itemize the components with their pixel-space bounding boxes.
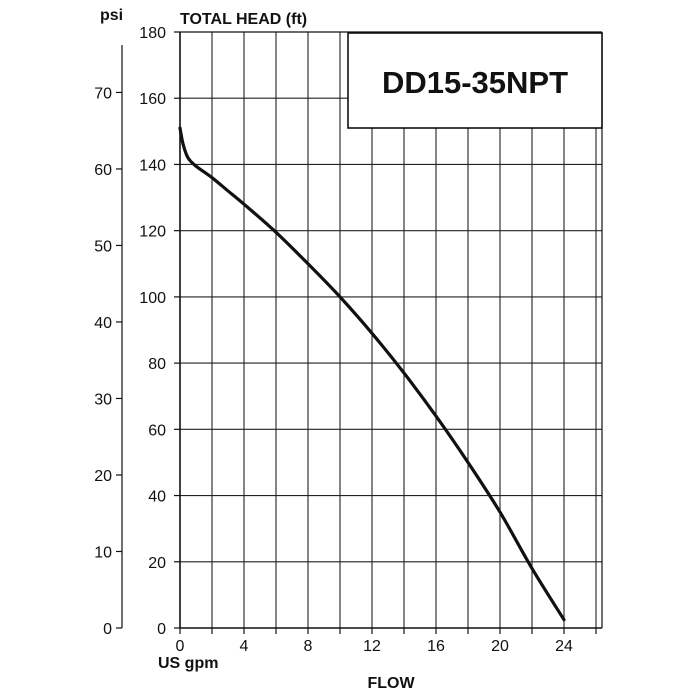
- x-tick-label-0: 0: [176, 638, 185, 655]
- psi-tick-label-60: 60: [94, 162, 112, 179]
- psi-tick-label-0: 0: [103, 621, 112, 638]
- x-axis-ticks: 0 4 8 12 16 20 24: [176, 628, 597, 655]
- y-axis-ticks: 0 20 40 60 80 100 120 140 160 180: [139, 25, 180, 638]
- psi-tick-label-10: 10: [94, 544, 112, 561]
- y-tick-label-100: 100: [139, 290, 166, 307]
- y-tick-label-120: 120: [139, 224, 166, 241]
- x-unit-label: US gpm: [158, 655, 218, 672]
- y-axis-label: TOTAL HEAD (ft): [180, 11, 307, 28]
- psi-tick-label-20: 20: [94, 468, 112, 485]
- x-tick-label-24: 24: [555, 638, 573, 655]
- title-box-frame: [347, 32, 603, 129]
- y-tick-label-140: 140: [139, 157, 166, 174]
- series-layer: [178, 126, 566, 622]
- psi-tick-label-50: 50: [94, 238, 112, 255]
- psi-axis: 0 10 20 30 40 50 60 70: [94, 45, 123, 638]
- y-tick-label-40: 40: [148, 489, 166, 506]
- y-tick-label-0: 0: [157, 621, 166, 638]
- psi-tick-label-40: 40: [94, 315, 112, 332]
- chart-title: DD15-35NPT: [382, 65, 568, 100]
- x-axis-label: FLOW: [367, 675, 415, 692]
- x-tick-label-16: 16: [427, 638, 445, 655]
- y2-axis-label: psi: [100, 7, 123, 24]
- grid-lines: [180, 32, 602, 628]
- y-tick-label-160: 160: [139, 91, 166, 108]
- y-tick-label-20: 20: [148, 555, 166, 572]
- model-title-box: DD15-35NPT: [347, 32, 603, 129]
- x-tick-label-4: 4: [240, 638, 249, 655]
- y-tick-label-180: 180: [139, 25, 166, 42]
- x-tick-label-12: 12: [363, 638, 381, 655]
- y-tick-label-80: 80: [148, 356, 166, 373]
- x-tick-label-20: 20: [491, 638, 509, 655]
- psi-tick-label-70: 70: [94, 85, 112, 102]
- psi-tick-label-30: 30: [94, 391, 112, 408]
- y-tick-label-60: 60: [148, 422, 166, 439]
- x-tick-label-8: 8: [304, 638, 313, 655]
- pump-curve-line-0: [178, 126, 566, 622]
